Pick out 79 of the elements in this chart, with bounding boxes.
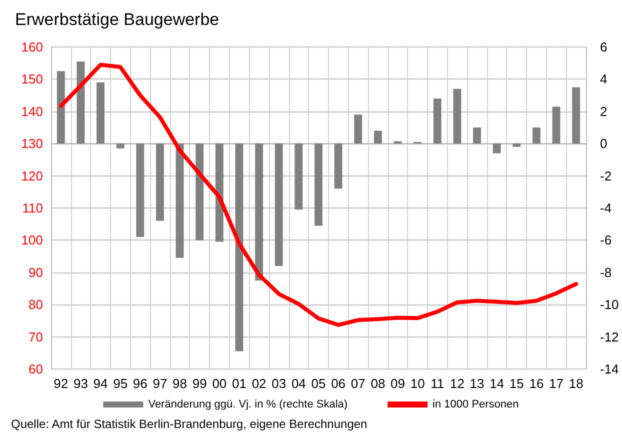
y2-tick-label: -2: [600, 168, 612, 184]
x-tick-label: 14: [490, 376, 504, 391]
x-tick-label: 97: [152, 376, 168, 391]
x-tick-label: 95: [113, 376, 128, 391]
x-tick-label: 01: [232, 376, 246, 391]
y-tick-label: 100: [21, 232, 43, 248]
y2-tick-label: -12: [600, 329, 619, 344]
source-note: Quelle: Amt für Statistik Berlin-Brandenburg, eigene Berechnungen: [11, 417, 368, 431]
x-tick-label: 15: [509, 376, 524, 391]
bar: [532, 128, 540, 144]
x-tick-label: 04: [291, 376, 306, 391]
bar: [492, 144, 501, 154]
y-tick-label: 160: [21, 40, 43, 54]
y-tick-label: 80: [28, 297, 43, 312]
x-tick-label: 05: [311, 376, 326, 391]
bar: [572, 87, 580, 144]
y-tick-label: 140: [21, 104, 43, 119]
x-tick-label: 12: [450, 376, 464, 391]
x-tick-label: 13: [470, 376, 484, 391]
y2-tick-label: 6: [600, 40, 608, 54]
bar: [274, 144, 283, 266]
y-tick-label: 130: [21, 136, 43, 152]
line-series: [58, 62, 578, 327]
chart-title: Erwerbstätige Baugewerbe: [15, 10, 220, 29]
bar: [552, 106, 560, 144]
bar: [294, 144, 303, 210]
x-tick-label: 99: [192, 376, 207, 391]
y2-tick-label: -14: [600, 362, 619, 376]
bar: [473, 128, 481, 144]
bar: [136, 144, 144, 237]
x-tick-label: 06: [331, 376, 346, 391]
x-tick-label: 98: [172, 376, 188, 391]
bar: [156, 144, 164, 221]
x-tick-label: 17: [549, 376, 564, 391]
bar: [235, 144, 244, 352]
bar: [116, 144, 124, 148]
y2-tick-label: -4: [600, 200, 612, 216]
legend-label: Veränderung ggü. Vj. in % (rechte Skala): [148, 398, 348, 410]
bar: [334, 144, 342, 189]
bar: [314, 144, 322, 226]
y-tick-label: 70: [28, 329, 43, 344]
bar: [96, 82, 104, 144]
x-tick-label: 16: [529, 376, 544, 391]
bar: [354, 114, 362, 144]
y-tick-label: 150: [21, 72, 43, 87]
y2-tick-label: -8: [600, 264, 612, 280]
y2-tick-label: 0: [600, 136, 608, 152]
bar: [374, 130, 382, 144]
x-tick-label: 96: [132, 376, 148, 391]
bar: [433, 98, 442, 144]
x-tick-label: 92: [54, 376, 68, 391]
y2-tick-label: -10: [600, 297, 619, 312]
x-tick-label: 10: [410, 376, 425, 391]
y2-tick-label: 4: [600, 72, 608, 87]
bar: [255, 144, 264, 280]
bar: [176, 144, 184, 258]
y2-tick-label: 2: [600, 104, 608, 119]
y-tick-label: 60: [28, 362, 43, 376]
x-tick-label: 11: [430, 376, 444, 391]
x-tick-label: 93: [73, 376, 88, 391]
y2-tick-label: -6: [600, 232, 612, 248]
bar: [196, 144, 204, 240]
y-tick-label: 110: [22, 200, 43, 216]
bar: [394, 141, 402, 144]
legend-label: in 1000 Personen: [432, 398, 519, 410]
y-tick-label: 120: [21, 168, 43, 184]
x-tick-label: 07: [350, 376, 366, 391]
x-tick-label: 02: [252, 376, 266, 391]
bar: [512, 144, 521, 147]
x-tick-label: 09: [390, 376, 405, 391]
x-tick-label: 94: [93, 376, 108, 391]
x-tick-label: 18: [568, 376, 584, 391]
y-tick-label: 90: [28, 264, 43, 280]
x-tick-label: 00: [212, 376, 227, 391]
x-tick-label: 03: [272, 376, 286, 391]
bar: [453, 88, 462, 144]
bar: [56, 71, 65, 144]
x-tick-label: 08: [370, 376, 386, 391]
bar: [215, 144, 224, 242]
